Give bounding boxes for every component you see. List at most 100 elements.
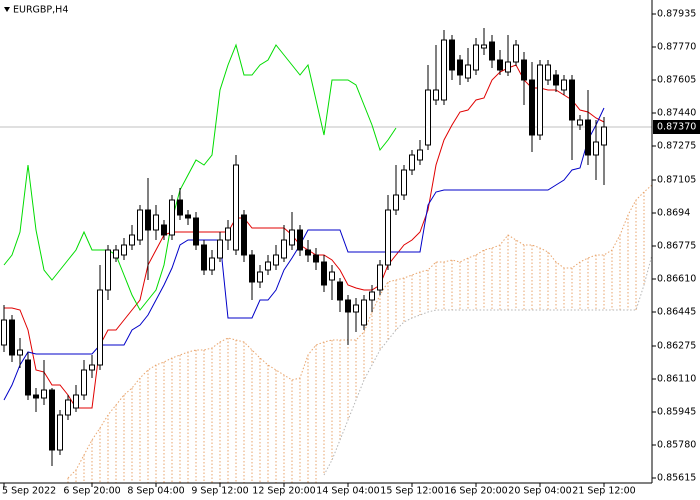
indicator-line — [4, 64, 605, 409]
candle-body — [585, 119, 591, 156]
candle-body — [113, 249, 119, 259]
candle-body — [401, 169, 407, 196]
candle-body — [81, 369, 87, 396]
indicator-line — [3, 107, 605, 401]
candle-body — [441, 39, 447, 101]
candle-body — [161, 224, 167, 236]
x-tick-label: 20 Sep 04:00 — [508, 486, 571, 497]
y-tick-label: 0.86610 — [657, 274, 696, 285]
x-tick-label: 21 Sep 12:00 — [572, 486, 635, 497]
candle-body — [481, 44, 487, 49]
candle-body — [321, 261, 327, 286]
candle-body — [209, 257, 215, 271]
candle-body — [201, 244, 207, 271]
candle-body — [393, 194, 399, 211]
x-tick-label: 15 Sep 12:00 — [380, 486, 443, 497]
candle-body — [57, 414, 63, 451]
candle-body — [33, 394, 39, 399]
candle-body — [41, 389, 47, 399]
candle-body — [241, 214, 247, 256]
candle-body — [505, 61, 511, 73]
candle-body — [385, 209, 391, 266]
candle-body — [233, 164, 239, 251]
current-price-box — [653, 120, 700, 134]
candle-body — [577, 119, 583, 126]
candle-body — [353, 304, 359, 313]
y-tick-label: 0.87275 — [657, 141, 696, 152]
candle-body — [377, 264, 383, 291]
y-tick-label: 0.86110 — [657, 374, 696, 385]
candle-body — [185, 214, 191, 219]
y-tick-label: 0.86445 — [657, 307, 696, 318]
y-tick-label: 0.85945 — [657, 407, 696, 418]
candle-body — [169, 199, 175, 236]
candle-body — [513, 44, 519, 63]
candle-body — [281, 239, 287, 259]
current-price-label: 0.87370 — [657, 122, 696, 133]
y-tick-label: 0.8694 — [657, 208, 690, 219]
candle-body — [25, 359, 31, 396]
x-tick-label: 12 Sep 20:00 — [252, 486, 315, 497]
y-tick-label: 0.87935 — [657, 9, 696, 20]
candle-body — [361, 299, 367, 326]
y-tick-label: 0.87440 — [657, 108, 696, 119]
candle-body — [337, 281, 343, 301]
candle-body — [177, 199, 183, 216]
candle-body — [369, 291, 375, 301]
x-tick-label: 9 Sep 12:00 — [191, 486, 248, 497]
candle-body — [465, 64, 471, 79]
candle-body — [1, 319, 7, 346]
span-b-line — [323, 254, 652, 476]
candle-body — [345, 299, 351, 313]
candle-body — [545, 64, 551, 81]
candle-body — [305, 249, 311, 256]
x-tick-label: 8 Sep 04:00 — [127, 486, 184, 497]
candle-body — [417, 149, 423, 161]
candle-body — [425, 89, 431, 146]
y-tick-label: 0.87605 — [657, 75, 696, 86]
plot-area — [0, 28, 652, 483]
y-tick-label: 0.85615 — [657, 473, 696, 484]
candle-body — [137, 209, 143, 241]
candle-body — [9, 319, 15, 356]
y-tick-label: 0.85780 — [657, 440, 696, 451]
candle-body — [193, 217, 199, 246]
span-a-line — [67, 184, 652, 479]
candle-body — [225, 227, 231, 241]
candle-body — [489, 41, 495, 61]
candle-body — [153, 214, 159, 231]
candle-body — [73, 394, 79, 409]
indicator-line — [3, 43, 397, 311]
candle-body — [289, 229, 295, 246]
candle-body — [553, 74, 559, 86]
y-tick-label: 0.87770 — [657, 42, 696, 53]
candle-body — [529, 79, 535, 136]
chart-title: EURGBP,H4 — [13, 5, 68, 16]
candle-body — [601, 126, 607, 146]
candle-body — [329, 271, 335, 281]
x-tick-label: 16 Sep 20:00 — [444, 486, 507, 497]
x-tick-label: 5 Sep 2022 — [2, 486, 56, 497]
candle-body — [265, 261, 271, 271]
candle-body — [497, 59, 503, 71]
candle-body — [145, 209, 151, 231]
candle-body — [593, 141, 599, 156]
candle-body — [273, 254, 279, 266]
candle-body — [297, 229, 303, 251]
candle-body — [17, 349, 23, 356]
candle-body — [249, 254, 255, 283]
candle-body — [257, 271, 263, 283]
candle-body — [313, 254, 319, 263]
candle-body — [449, 39, 455, 71]
candle-body — [217, 239, 223, 259]
y-tick-label: 0.86775 — [657, 241, 696, 252]
candle-body — [129, 234, 135, 246]
candle-body — [561, 79, 567, 91]
x-tick-label: 14 Sep 04:00 — [316, 486, 379, 497]
candle-body — [121, 244, 127, 256]
candle-body — [473, 44, 479, 71]
candle-body — [521, 59, 527, 81]
candle-body — [537, 64, 543, 136]
